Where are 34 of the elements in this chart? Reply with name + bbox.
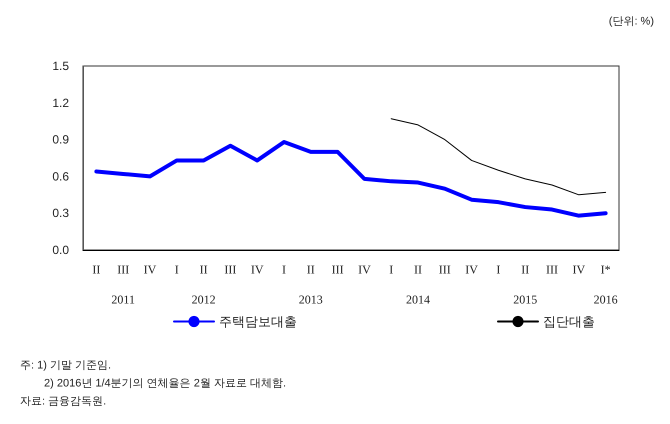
legend-label: 집단대출 — [543, 314, 595, 329]
text: 자료: 금융감독원. — [20, 396, 106, 408]
category-label: II 2012 — [192, 262, 216, 306]
y-tick-label: 0.3 — [52, 206, 70, 220]
text: (단위: %) — [608, 16, 654, 28]
line-series — [94, 140, 608, 218]
x-tick-label: I — [282, 262, 286, 276]
line-series — [390, 118, 606, 196]
y-tick-label: 0.0 — [52, 243, 70, 257]
x-tick-label: IV — [250, 262, 264, 276]
y-tick-label: 1.2 — [52, 96, 70, 110]
y-tick-label: 1.5 — [52, 59, 70, 73]
x-tick-label: I — [496, 262, 500, 276]
x-tick-label: III — [438, 262, 451, 276]
category-label: I* 2016 — [594, 262, 618, 306]
category-label: II 2014 — [406, 262, 430, 306]
legend-label: 주택담보대출 — [219, 314, 297, 329]
x-tick-label: IV — [572, 262, 586, 276]
text: 주: 1) 기말 기준임. — [20, 360, 112, 372]
category-label: II 2013 — [298, 262, 323, 306]
y-tick-label: 0.6 — [52, 169, 70, 184]
text: 2) 2016년 1/4분기의 연체율은 2월 자료로 대체함. — [44, 378, 286, 390]
y-tick-label: 0.9 — [52, 132, 70, 147]
x-tick-label: II — [92, 262, 100, 276]
category-label: III 2011 — [111, 262, 135, 306]
x-tick-label: IV — [358, 262, 372, 276]
x-tick-label: I — [389, 262, 394, 276]
x-tick-label: III — [224, 262, 236, 276]
x-tick-label: IV — [144, 262, 157, 276]
category-label: II 2015 — [513, 262, 538, 306]
x-tick-label: III — [546, 262, 558, 276]
x-tick-label: III — [332, 262, 344, 276]
x-tick-label: I — [174, 262, 179, 276]
x-tick-label: IV — [465, 262, 478, 276]
